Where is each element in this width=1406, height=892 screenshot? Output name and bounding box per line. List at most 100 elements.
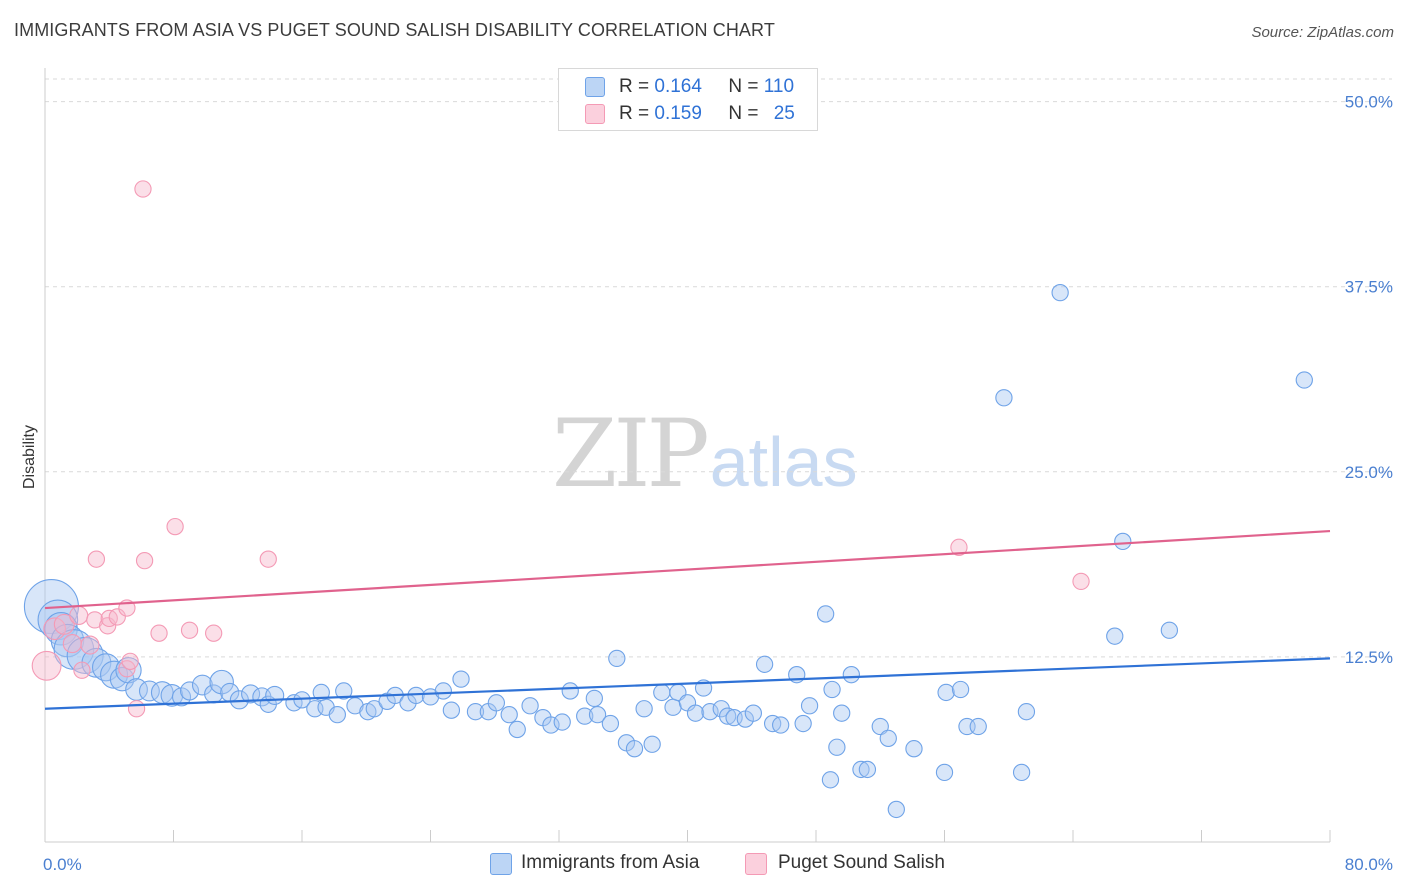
chart-title: IMMIGRANTS FROM ASIA VS PUGET SOUND SALI… bbox=[14, 20, 775, 40]
data-point bbox=[508, 720, 526, 739]
data-point bbox=[951, 680, 970, 699]
legend-r-value: 0.159 bbox=[654, 103, 702, 124]
data-point bbox=[701, 703, 719, 721]
data-point bbox=[561, 682, 579, 700]
bottom-legend-swatch-asia bbox=[490, 853, 512, 875]
data-point bbox=[241, 684, 261, 704]
data-point bbox=[180, 681, 200, 701]
data-point bbox=[1051, 283, 1069, 302]
data-point bbox=[53, 613, 75, 635]
data-point bbox=[121, 652, 139, 670]
trend-line-asia bbox=[44, 657, 1331, 710]
data-point bbox=[205, 624, 223, 642]
legend-swatch-salish bbox=[585, 104, 605, 124]
data-point bbox=[800, 697, 819, 715]
data-point bbox=[542, 716, 560, 734]
watermark-atlas: atlas bbox=[709, 423, 858, 501]
data-point bbox=[816, 605, 835, 623]
legend-r-label: R = bbox=[619, 103, 650, 124]
data-point bbox=[62, 634, 82, 654]
data-point bbox=[166, 517, 184, 536]
data-point bbox=[1106, 627, 1124, 645]
data-point bbox=[134, 180, 152, 198]
data-point bbox=[686, 704, 705, 722]
data-point bbox=[127, 700, 146, 718]
data-point bbox=[588, 706, 607, 724]
data-point bbox=[858, 760, 877, 779]
data-point bbox=[1114, 532, 1132, 551]
data-point bbox=[905, 740, 923, 758]
y-tick-label: 12.5% bbox=[1345, 648, 1393, 667]
gridlines bbox=[45, 78, 1392, 658]
data-point bbox=[553, 713, 571, 731]
data-point bbox=[871, 717, 889, 736]
data-point bbox=[138, 680, 160, 702]
data-point bbox=[625, 740, 644, 758]
data-point bbox=[452, 670, 470, 688]
data-point bbox=[521, 697, 539, 715]
data-point bbox=[80, 635, 100, 655]
legend-r-value: 0.164 bbox=[654, 76, 702, 97]
data-point bbox=[265, 685, 285, 705]
data-point bbox=[935, 763, 954, 782]
data-point bbox=[1017, 703, 1036, 721]
data-point bbox=[1072, 572, 1090, 591]
legend-swatch-asia bbox=[585, 77, 605, 97]
data-point bbox=[73, 661, 91, 679]
data-point bbox=[772, 716, 790, 734]
source-attribution: Source: ZipAtlas.com bbox=[1251, 24, 1394, 41]
data-point bbox=[744, 704, 763, 722]
watermark-zip: ZIP bbox=[552, 400, 710, 509]
data-point bbox=[335, 682, 353, 700]
data-point bbox=[794, 714, 812, 733]
data-point bbox=[950, 538, 968, 556]
data-point bbox=[1012, 763, 1031, 782]
data-point bbox=[969, 717, 987, 736]
data-point bbox=[653, 683, 671, 702]
data-point bbox=[833, 704, 851, 722]
data-point bbox=[719, 707, 737, 725]
data-point bbox=[37, 599, 79, 641]
series-puget-sound-salish bbox=[31, 180, 1090, 718]
data-point bbox=[442, 701, 461, 719]
y-tick-label: 37.5% bbox=[1345, 278, 1393, 297]
axis-labels: 12.5% 25.0% 37.5% 50.0% 0.0% 80.0% Disability bbox=[21, 93, 1393, 874]
data-point bbox=[828, 738, 846, 756]
series-immigrants-from-asia bbox=[23, 283, 1313, 819]
data-point bbox=[842, 666, 860, 684]
data-point bbox=[500, 706, 518, 724]
y-tick-label: 50.0% bbox=[1345, 93, 1393, 112]
data-point bbox=[365, 700, 383, 718]
data-point bbox=[879, 729, 897, 747]
data-point bbox=[312, 683, 330, 702]
data-point bbox=[821, 771, 840, 789]
legend-n-value: 110 bbox=[763, 76, 795, 97]
data-point bbox=[664, 698, 682, 716]
data-point bbox=[995, 389, 1013, 407]
data-point bbox=[328, 706, 346, 724]
zipatlas-watermark: ZIPatlas bbox=[552, 400, 858, 509]
data-point bbox=[69, 605, 89, 625]
x-tick-label: 0.0% bbox=[43, 855, 82, 874]
data-point bbox=[755, 655, 774, 673]
y-axis-label: Disability bbox=[21, 425, 38, 489]
data-point bbox=[209, 669, 234, 695]
legend-n-label: N = bbox=[728, 103, 759, 124]
data-point bbox=[44, 612, 78, 646]
data-point bbox=[852, 760, 870, 779]
data-point bbox=[487, 694, 506, 712]
legend-r-label: R = bbox=[619, 76, 650, 97]
data-point bbox=[937, 683, 955, 702]
data-point bbox=[643, 735, 661, 753]
correlation-legend: R = 0.164 N = 110 R = 0.159 N = 25 bbox=[558, 68, 818, 131]
data-point bbox=[1295, 371, 1313, 389]
data-point bbox=[135, 552, 154, 570]
trend-line-salish bbox=[44, 529, 1331, 610]
bottom-legend-label-salish: Puget Sound Salish bbox=[778, 852, 945, 873]
data-point bbox=[43, 617, 66, 641]
data-point bbox=[585, 689, 603, 708]
data-point bbox=[887, 800, 905, 819]
data-point bbox=[576, 707, 594, 725]
data-point bbox=[87, 550, 106, 568]
